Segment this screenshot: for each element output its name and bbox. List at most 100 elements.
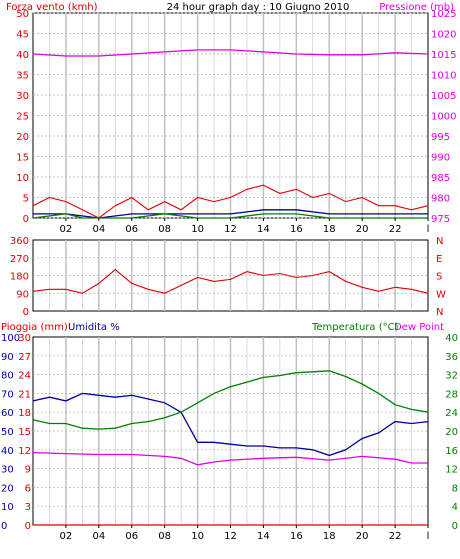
series-line-humidity (32, 392, 429, 457)
hour-label: l (427, 531, 430, 542)
hour-label: l (427, 224, 430, 235)
compass-label: S (436, 272, 442, 283)
temperature-tick-label: 8 (452, 483, 458, 494)
humidity-tick-label: 30 (1, 465, 14, 476)
direction-tick-label: 0 (23, 307, 29, 318)
humidity-tick-label: 50 (1, 427, 14, 438)
wind-tick-label: 15 (16, 153, 29, 164)
temperature-tick-label: 28 (445, 389, 458, 400)
compass-label: E (436, 254, 442, 265)
pressure-tick-label: 990 (431, 153, 450, 164)
temperature-tick-label: 24 (445, 408, 458, 419)
rain-tick-label: 30 (18, 333, 31, 344)
humidity-tick-label: 0 (1, 521, 7, 532)
wind-tick-label: 10 (16, 173, 29, 184)
temperature-humidity-panel: 0102030405060708090100036912151821242730… (1, 333, 458, 542)
hour-label: 20 (356, 531, 369, 542)
hour-label: 02 (60, 531, 73, 542)
wind-pressure-panel: 0510152025303540455097598098599099510001… (16, 9, 456, 235)
humidity-tick-label: 70 (1, 389, 14, 400)
series-line-pressure (32, 49, 429, 57)
rain-tick-label: 15 (18, 427, 31, 438)
compass-label: N (436, 307, 443, 318)
direction-tick-label: 90 (16, 289, 29, 300)
direction-tick-label: 180 (10, 272, 29, 283)
dewpoint-axis-title: Dew Point (394, 322, 444, 333)
wind-tick-label: 0 (23, 214, 29, 225)
hour-label: 16 (290, 531, 303, 542)
hour-label: 12 (224, 224, 237, 235)
hour-label: 18 (323, 531, 336, 542)
humidity-tick-label: 10 (1, 502, 14, 513)
hour-label: 22 (389, 224, 402, 235)
series-line-dewpoint (32, 451, 428, 466)
temperature-tick-label: 36 (445, 352, 458, 363)
pressure-tick-label: 1010 (431, 71, 456, 82)
hour-label: 12 (224, 531, 237, 542)
hour-label: 04 (92, 224, 105, 235)
humidity-tick-label: 100 (1, 333, 20, 344)
compass-label: N (436, 236, 443, 247)
pressure-tick-label: 975 (431, 214, 450, 225)
hour-label: 14 (257, 224, 270, 235)
pressure-tick-label: 1000 (431, 112, 456, 123)
wind-axis-title: Forza vento (kmh) (6, 2, 98, 13)
wind-tick-label: 20 (16, 132, 29, 143)
wind-tick-label: 50 (16, 9, 29, 20)
hour-label: 14 (257, 531, 270, 542)
wind-tick-label: 40 (16, 50, 29, 61)
hour-label: 02 (60, 224, 73, 235)
humidity-tick-label: 60 (1, 408, 14, 419)
rain-tick-label: 0 (25, 521, 31, 532)
hour-label: 10 (191, 531, 204, 542)
hour-label: 06 (125, 224, 138, 235)
rain-tick-label: 18 (18, 408, 31, 419)
temperature-tick-label: 32 (445, 371, 458, 382)
wind-tick-label: 5 (23, 194, 29, 205)
humidity-tick-label: 40 (1, 446, 14, 457)
hour-label: 04 (92, 531, 105, 542)
humidity-tick-label: 80 (1, 371, 14, 382)
pressure-axis-title: Pressione (mb) (379, 2, 454, 13)
series-line-temperature (32, 370, 429, 430)
humidity-tick-label: 20 (1, 483, 14, 494)
series-line-direction (32, 268, 429, 294)
rain-tick-label: 27 (18, 352, 31, 363)
temperature-tick-label: 4 (452, 502, 458, 513)
hour-label: 10 (191, 224, 204, 235)
hour-label: 08 (158, 531, 171, 542)
hour-label: 20 (356, 224, 369, 235)
pressure-tick-label: 995 (431, 132, 450, 143)
rain-tick-label: 3 (25, 502, 31, 513)
hour-label: 08 (158, 224, 171, 235)
wind-tick-label: 35 (16, 71, 29, 82)
temperature-tick-label: 40 (445, 333, 458, 344)
wind-tick-label: 25 (16, 112, 29, 123)
rain-axis-title: Pioggia (mm) (1, 322, 68, 333)
hour-label: 22 (389, 531, 402, 542)
rain-tick-label: 21 (18, 389, 31, 400)
humidity-axis-title: Umidita % (68, 322, 120, 333)
compass-label: W (436, 289, 446, 300)
pressure-tick-label: 1015 (431, 50, 456, 61)
temperature-tick-label: 0 (452, 521, 458, 532)
direction-tick-label: 270 (10, 254, 29, 265)
humidity-tick-label: 90 (1, 352, 14, 363)
chart-title: 24 hour graph day : 10 Giugno 2010 (167, 2, 350, 13)
hour-label: 16 (290, 224, 303, 235)
rain-tick-label: 12 (18, 446, 31, 457)
pressure-tick-label: 1025 (431, 9, 456, 20)
hour-label: 18 (323, 224, 336, 235)
pressure-tick-label: 1005 (431, 91, 456, 102)
temperature-tick-label: 20 (445, 427, 458, 438)
pressure-tick-label: 1020 (431, 30, 456, 41)
hour-label: 06 (125, 531, 138, 542)
temperature-axis-title: Temperatura (°C) (311, 322, 399, 333)
pressure-tick-label: 985 (431, 173, 450, 184)
rain-tick-label: 9 (25, 465, 31, 476)
wind-tick-label: 30 (16, 91, 29, 102)
rain-tick-label: 6 (25, 483, 31, 494)
